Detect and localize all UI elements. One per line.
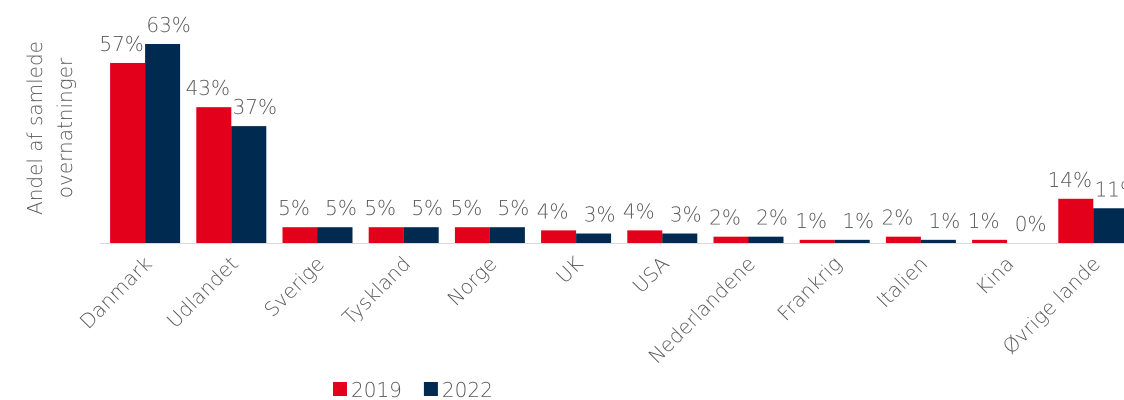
y-axis-label: overnatninger (53, 57, 77, 198)
bar (317, 227, 353, 243)
legend-label: 2019 (351, 378, 402, 400)
data-label: 14% (1048, 168, 1092, 192)
data-label: 3% (584, 203, 616, 227)
x-tick-label: Frankrig (772, 252, 846, 326)
data-label: 5% (498, 196, 530, 220)
data-label: 0% (1015, 212, 1047, 236)
bar (1093, 208, 1124, 243)
data-label: 5% (325, 196, 357, 220)
bar (541, 230, 577, 243)
data-label: 2% (882, 206, 914, 230)
bar (972, 239, 1008, 243)
data-label: 5% (364, 196, 396, 220)
data-label: 1% (842, 209, 874, 233)
bar (627, 230, 663, 243)
x-tick-label: Italien (872, 252, 933, 313)
x-tick-label: UK (551, 252, 588, 289)
bar (196, 107, 232, 243)
bar (231, 126, 267, 243)
bar (713, 236, 749, 243)
bar (1058, 198, 1094, 243)
bar (662, 233, 698, 243)
bar (489, 227, 525, 243)
bar (282, 227, 318, 243)
data-label: 3% (670, 203, 702, 227)
x-tick-label: Tyskland (337, 252, 415, 330)
bar (748, 236, 784, 243)
data-label: 5% (451, 196, 483, 220)
y-axis-label: Andel af samlede (23, 41, 47, 215)
data-label: 57% (99, 32, 143, 56)
legend-swatch (423, 382, 438, 396)
data-label: 4% (537, 199, 569, 223)
data-label: 63% (146, 13, 190, 37)
bar (834, 239, 870, 243)
data-label: 2% (756, 206, 788, 230)
legend-label: 2022 (442, 378, 493, 400)
data-label: 5% (278, 196, 310, 220)
bar (576, 233, 612, 243)
bar (920, 239, 956, 243)
data-label: 1% (929, 209, 961, 233)
x-tick-label: Sverige (259, 252, 329, 322)
x-tick-label: USA (628, 251, 674, 297)
bar (368, 227, 404, 243)
bar (799, 239, 835, 243)
x-tick-label: Danmark (75, 252, 157, 334)
data-label: 43% (186, 76, 230, 100)
bar (110, 62, 146, 244)
x-tick-label: Norge (442, 252, 501, 311)
data-label: 11% (1095, 177, 1124, 201)
x-tick-label: Kina (971, 252, 1019, 300)
data-label: 5% (411, 196, 443, 220)
data-label: 1% (968, 209, 1000, 233)
bar (885, 236, 921, 243)
data-label: 2% (709, 206, 741, 230)
bar (403, 227, 439, 243)
x-tick-label: Udlandet (162, 252, 243, 333)
data-label: 37% (233, 95, 277, 119)
bar (145, 44, 181, 243)
data-label: 4% (623, 199, 655, 223)
data-label: 1% (795, 209, 827, 233)
legend-swatch (333, 382, 347, 396)
bar (454, 227, 490, 243)
